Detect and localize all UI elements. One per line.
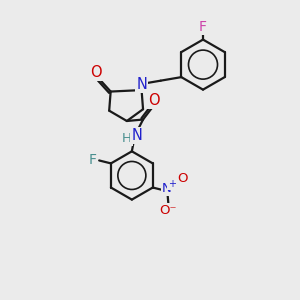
Text: F: F — [199, 20, 207, 34]
Text: F: F — [89, 153, 97, 167]
Text: O: O — [148, 93, 160, 108]
Text: N: N — [162, 182, 172, 195]
Text: O: O — [177, 172, 188, 184]
Text: +: + — [168, 179, 176, 189]
Text: O⁻: O⁻ — [160, 204, 177, 217]
Text: N: N — [136, 77, 147, 92]
Text: N: N — [131, 128, 142, 143]
Text: O: O — [90, 65, 102, 80]
Text: H: H — [122, 132, 131, 145]
